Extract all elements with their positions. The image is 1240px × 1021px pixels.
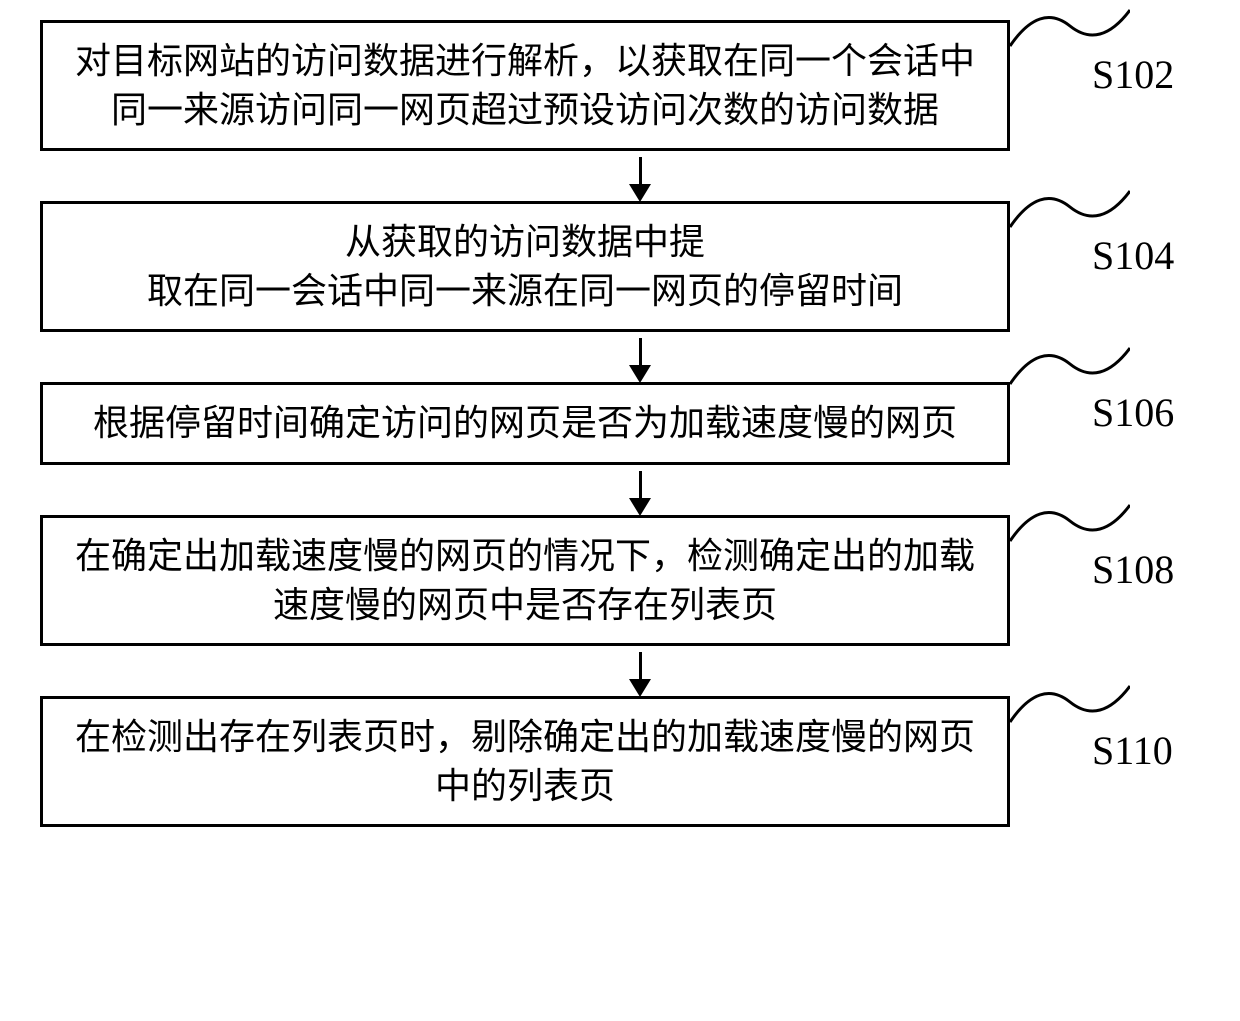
connector-curve (1010, 682, 1130, 726)
step-label: S108 (1092, 546, 1174, 593)
connector-curve (1010, 6, 1130, 50)
step-text: 在确定出加载速度慢的网页的情况下，检测确定出的加载速度慢的网页中是否存在列表页 (65, 532, 985, 629)
flow-arrow (155, 646, 1125, 696)
arrow-head-icon (629, 498, 651, 516)
step-label: S102 (1092, 51, 1174, 98)
step-text: 根据停留时间确定访问的网页是否为加载速度慢的网页 (93, 399, 957, 448)
connector-curve (1010, 344, 1130, 388)
step-label: S106 (1092, 389, 1174, 436)
step-box: 在确定出加载速度慢的网页的情况下，检测确定出的加载速度慢的网页中是否存在列表页 (40, 515, 1010, 646)
flowchart-step: 在检测出存在列表页时，剔除确定出的加载速度慢的网页中的列表页 S110 (0, 696, 1240, 827)
connector-curve (1010, 501, 1130, 545)
step-text: 从获取的访问数据中提 取在同一会话中同一来源在同一网页的停留时间 (147, 218, 903, 315)
flowchart-step: 从获取的访问数据中提 取在同一会话中同一来源在同一网页的停留时间 S104 (0, 201, 1240, 332)
flowchart-container: 对目标网站的访问数据进行解析，以获取在同一个会话中同一来源访问同一网页超过预设访… (0, 20, 1240, 827)
step-box: 在检测出存在列表页时，剔除确定出的加载速度慢的网页中的列表页 (40, 696, 1010, 827)
step-text: 在检测出存在列表页时，剔除确定出的加载速度慢的网页中的列表页 (65, 713, 985, 810)
step-box: 从获取的访问数据中提 取在同一会话中同一来源在同一网页的停留时间 (40, 201, 1010, 332)
flow-arrow (155, 465, 1125, 515)
flowchart-step: 在确定出加载速度慢的网页的情况下，检测确定出的加载速度慢的网页中是否存在列表页 … (0, 515, 1240, 646)
step-label: S110 (1092, 727, 1173, 774)
arrow-head-icon (629, 184, 651, 202)
step-label: S104 (1092, 232, 1174, 279)
flowchart-step: 根据停留时间确定访问的网页是否为加载速度慢的网页 S106 (0, 382, 1240, 465)
flowchart-step: 对目标网站的访问数据进行解析，以获取在同一个会话中同一来源访问同一网页超过预设访… (0, 20, 1240, 151)
step-box: 根据停留时间确定访问的网页是否为加载速度慢的网页 (40, 382, 1010, 465)
connector-curve (1010, 187, 1130, 231)
flow-arrow (155, 151, 1125, 201)
arrow-head-icon (629, 365, 651, 383)
step-box: 对目标网站的访问数据进行解析，以获取在同一个会话中同一来源访问同一网页超过预设访… (40, 20, 1010, 151)
step-text: 对目标网站的访问数据进行解析，以获取在同一个会话中同一来源访问同一网页超过预设访… (65, 37, 985, 134)
arrow-head-icon (629, 679, 651, 697)
flow-arrow (155, 332, 1125, 382)
